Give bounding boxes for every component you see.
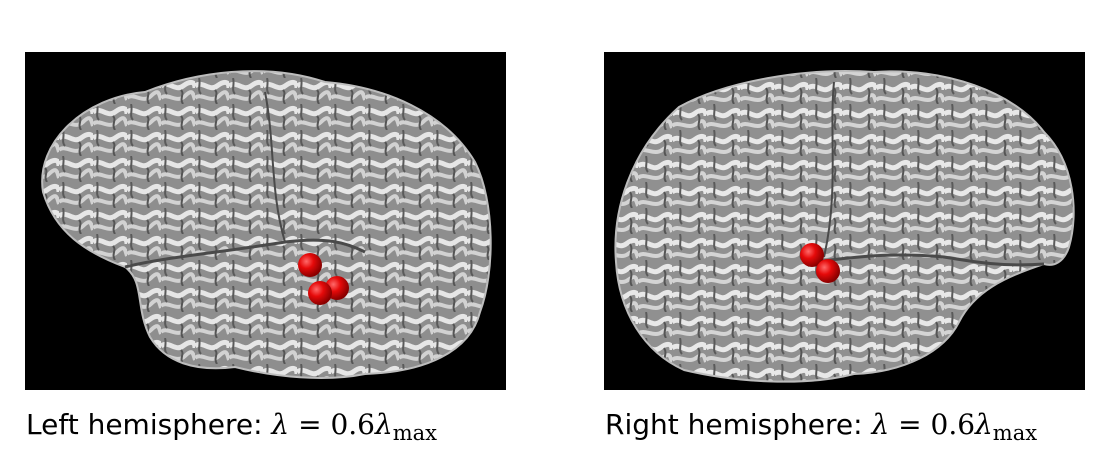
marker-sphere [298, 253, 322, 277]
right-markers [800, 243, 840, 283]
left-cortex-shape [41, 70, 492, 379]
right-cortex-shape [614, 70, 1075, 383]
right-caption-text: Right hemisphere: [605, 408, 863, 441]
marker-sphere [800, 243, 824, 267]
left-caption-formula: λ = 0.6λmax [271, 408, 437, 445]
marker-sphere [308, 281, 332, 305]
left-caption: Left hemisphere: λ = 0.6λmax [26, 403, 437, 455]
left-caption-text: Left hemisphere: [26, 408, 263, 441]
left-hemisphere-image [25, 52, 506, 390]
right-caption: Right hemisphere: λ = 0.6λmax [605, 403, 1037, 455]
right-caption-formula: λ = 0.6λmax [871, 408, 1038, 445]
marker-sphere [816, 259, 840, 283]
right-hemisphere-image [604, 52, 1085, 390]
left-markers [298, 253, 349, 305]
